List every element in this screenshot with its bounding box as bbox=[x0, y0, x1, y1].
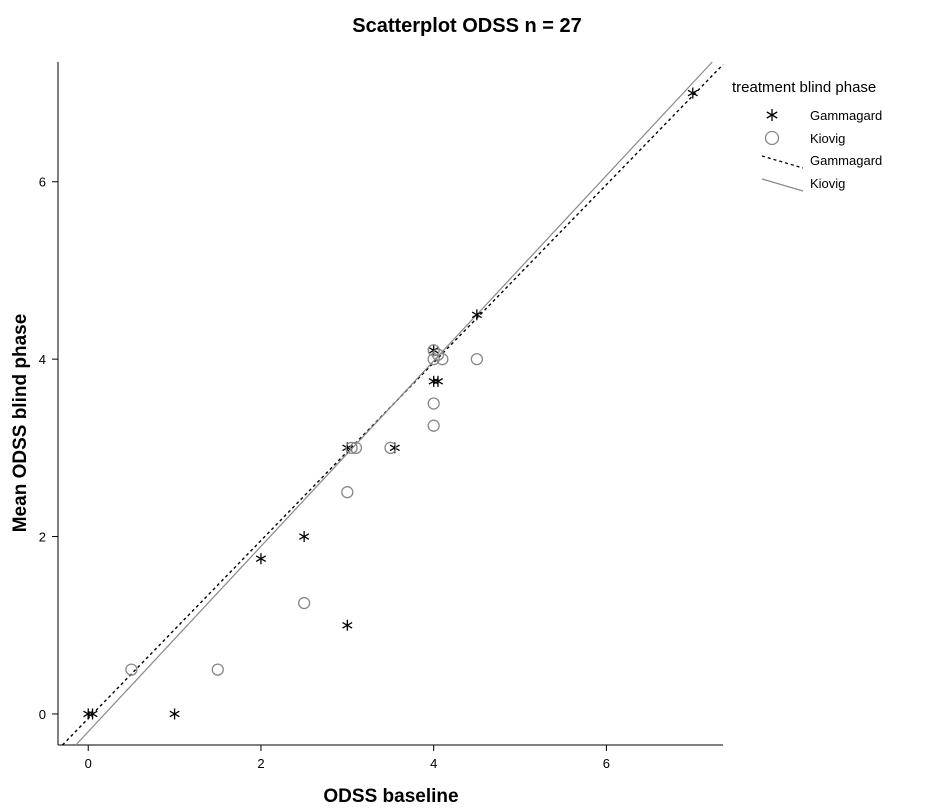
point-kiovig bbox=[211, 663, 224, 676]
point-gammagard bbox=[87, 708, 98, 720]
legend-title: treatment blind phase bbox=[732, 79, 876, 96]
point-kiovig bbox=[436, 352, 449, 366]
y-axis-label: Mean ODSS blind phase bbox=[10, 314, 31, 533]
y-tick-label: 0 bbox=[39, 707, 46, 722]
point-kiovig bbox=[427, 397, 440, 410]
y-tick-label: 4 bbox=[39, 352, 46, 367]
legend-label: Gammagard bbox=[810, 153, 882, 168]
fit-line-kiovig bbox=[75, 61, 713, 746]
legend-label: Kiovig bbox=[810, 176, 845, 191]
y-tick-label: 6 bbox=[39, 175, 46, 190]
data-points bbox=[83, 87, 698, 720]
x-tick-label: 4 bbox=[430, 756, 437, 771]
point-kiovig bbox=[341, 486, 354, 499]
legend-line-dashed bbox=[761, 155, 804, 169]
point-gammagard bbox=[83, 708, 94, 720]
point-gammagard bbox=[255, 553, 267, 565]
point-gammagard bbox=[432, 375, 444, 387]
x-tick-label: 6 bbox=[603, 756, 610, 771]
point-kiovig bbox=[297, 596, 311, 610]
y-tick-label: 2 bbox=[39, 530, 46, 545]
fit-lines bbox=[61, 61, 724, 746]
point-gammagard bbox=[471, 309, 482, 321]
legend-label: Kiovig bbox=[810, 131, 845, 146]
point-gammagard bbox=[169, 708, 180, 720]
point-kiovig bbox=[431, 348, 445, 361]
point-kiovig bbox=[345, 441, 358, 455]
legend: treatment blind phase Gammagard Kiovig Gamm… bbox=[732, 79, 882, 192]
point-kiovig bbox=[427, 419, 440, 432]
legend-marker-star bbox=[766, 109, 778, 121]
axes: 0 2 4 6 0 2 4 6 bbox=[39, 62, 723, 771]
x-tick-label: 2 bbox=[257, 756, 264, 771]
legend-label: Gammagard bbox=[810, 108, 882, 123]
x-tick-label: 0 bbox=[85, 756, 92, 771]
chart-title: Scatterplot ODSS n = 27 bbox=[352, 15, 582, 37]
legend-line-solid bbox=[761, 178, 804, 192]
point-kiovig bbox=[470, 352, 484, 366]
x-axis-label: ODSS baseline bbox=[323, 786, 458, 807]
point-gammagard bbox=[299, 531, 310, 543]
point-gammagard bbox=[687, 87, 698, 99]
point-kiovig bbox=[384, 441, 397, 455]
point-kiovig bbox=[427, 352, 440, 366]
legend-marker-circle bbox=[764, 130, 780, 146]
point-kiovig bbox=[125, 663, 138, 676]
point-gammagard bbox=[428, 375, 439, 387]
point-kiovig bbox=[349, 441, 363, 455]
point-kiovig bbox=[427, 344, 440, 357]
point-gammagard bbox=[342, 619, 353, 631]
